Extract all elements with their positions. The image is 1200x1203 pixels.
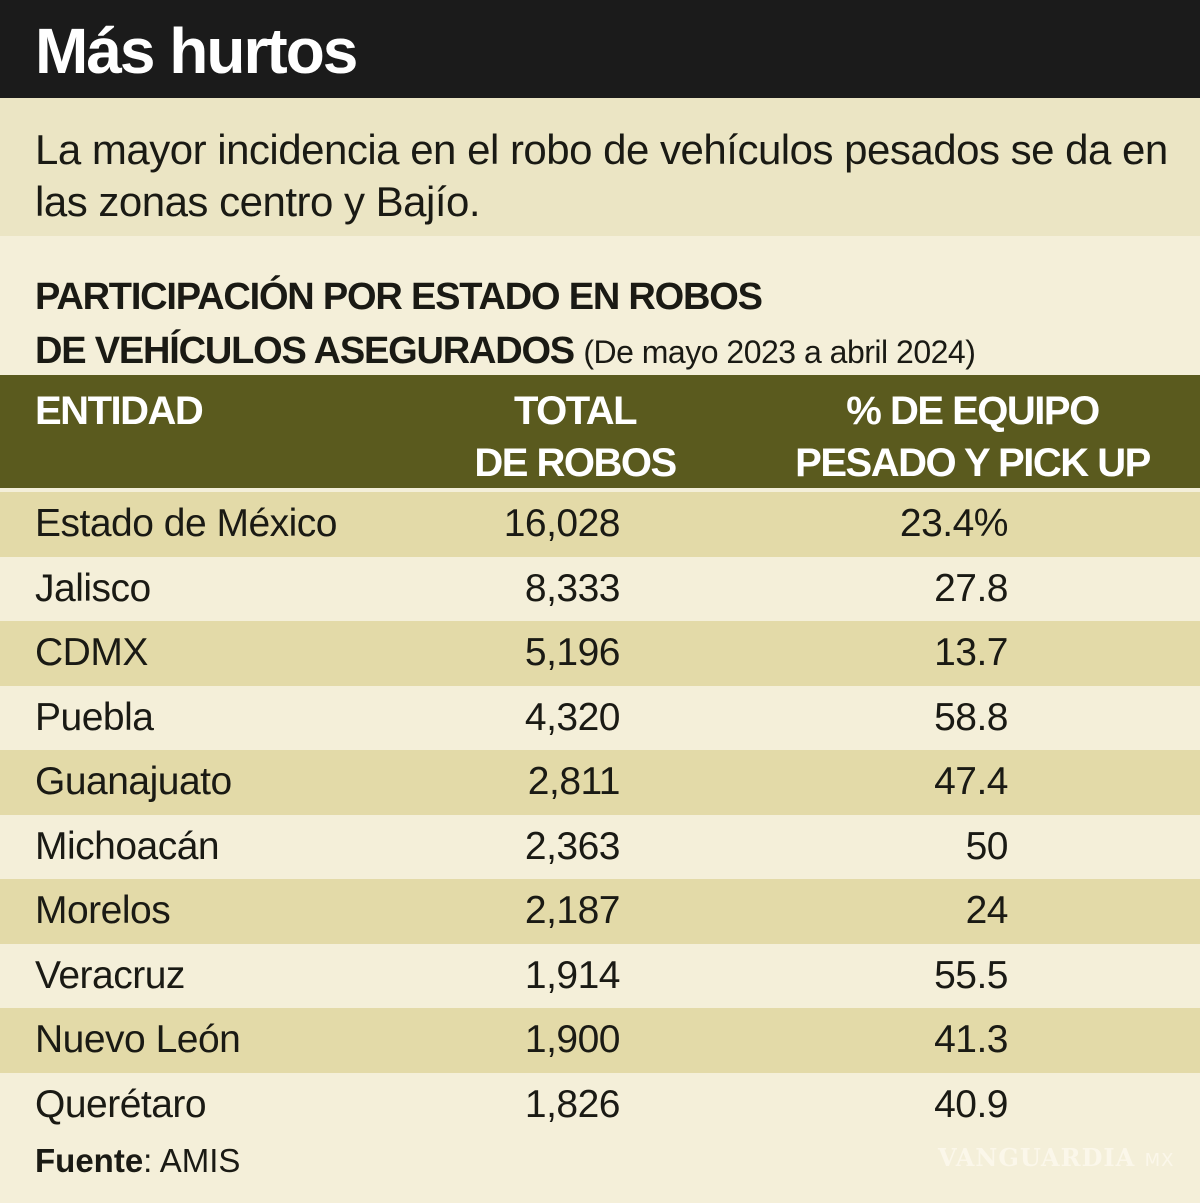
table-row: Morelos 2,187 24 bbox=[0, 879, 1200, 944]
cell-entidad: Morelos bbox=[35, 889, 171, 932]
table-row: Veracruz 1,914 55.5 bbox=[0, 944, 1200, 1009]
cell-total: 5,196 bbox=[524, 631, 621, 674]
subtitle-band: La mayor incidencia en el robo de vehícu… bbox=[0, 98, 1200, 236]
cell-pct: 13.7 bbox=[934, 631, 1008, 674]
source: Fuente: AMIS bbox=[35, 1142, 240, 1180]
page-title: Más hurtos bbox=[35, 15, 358, 87]
cell-entidad: Veracruz bbox=[35, 953, 185, 997]
source-value: : AMIS bbox=[143, 1142, 241, 1179]
source-label: Fuente bbox=[35, 1142, 144, 1179]
table-body: Estado de México 16,028 23.4% Jalisco 8,333 2… bbox=[0, 492, 1200, 1137]
table-range: (De mayo 2023 a abril 2024) bbox=[583, 334, 976, 370]
table-row: CDMX 5,196 13.7 bbox=[0, 621, 1200, 686]
header-pct-line1: % DE EQUIPO bbox=[846, 389, 1100, 433]
table-row: Guanajuato 2,811 47.4 bbox=[0, 750, 1200, 815]
cell-entidad: Guanajuato bbox=[35, 760, 232, 803]
cell-pct: 40.9 bbox=[934, 1082, 1008, 1126]
cell-total: 2,811 bbox=[527, 760, 621, 803]
cell-pct: 24 bbox=[965, 889, 1009, 932]
cell-entidad: Jalisco bbox=[35, 566, 151, 610]
cell-total: 16,028 bbox=[503, 502, 621, 545]
watermark-logo: VANGUARDIA MX bbox=[938, 1143, 1175, 1172]
table-row: Michoacán 2,363 50 bbox=[0, 815, 1200, 880]
table-row: Puebla 4,320 58.8 bbox=[0, 686, 1200, 751]
header-pct-line2: PESADO Y PICK UP bbox=[795, 441, 1151, 485]
table-row: Estado de México 16,028 23.4% bbox=[0, 492, 1200, 557]
title-bar: Más hurtos bbox=[0, 0, 1200, 98]
cell-entidad: Querétaro bbox=[35, 1082, 207, 1126]
table-title: PARTICIPACIÓN POR ESTADO EN ROBOS DE VEH… bbox=[35, 270, 976, 379]
subtitle: La mayor incidencia en el robo de vehícu… bbox=[35, 126, 1168, 225]
cell-pct: 58.8 bbox=[934, 695, 1008, 739]
header-total: TOTAL DE ROBOS bbox=[440, 385, 710, 489]
cell-total: 2,187 bbox=[524, 889, 621, 932]
table-title-line2: DE VEHÍCULOS ASEGURADOS bbox=[35, 330, 575, 372]
cell-total: 1,900 bbox=[524, 1018, 621, 1061]
cell-entidad: Michoacán bbox=[35, 824, 220, 868]
cell-pct: 23.4% bbox=[899, 502, 1009, 545]
header-total-line2: DE ROBOS bbox=[474, 441, 677, 485]
cell-entidad: Nuevo León bbox=[35, 1018, 241, 1061]
cell-total: 1,914 bbox=[524, 953, 621, 997]
cell-total: 2,363 bbox=[524, 824, 621, 868]
header-total-line1: TOTAL bbox=[513, 389, 638, 433]
cell-pct: 41.3 bbox=[934, 1018, 1008, 1061]
cell-pct: 55.5 bbox=[934, 953, 1008, 997]
cell-entidad: Estado de México bbox=[35, 502, 338, 545]
cell-pct: 50 bbox=[965, 824, 1009, 868]
cell-entidad: Puebla bbox=[35, 695, 154, 739]
cell-total: 8,333 bbox=[524, 566, 621, 610]
cell-entidad: CDMX bbox=[35, 631, 148, 674]
cell-total: 4,320 bbox=[524, 695, 621, 739]
table-title-line1: PARTICIPACIÓN POR ESTADO EN ROBOS bbox=[35, 276, 763, 318]
table-header: ENTIDAD TOTAL DE ROBOS % DE EQUIPO PESADO … bbox=[0, 375, 1200, 488]
table-row: Nuevo León 1,900 41.3 bbox=[0, 1008, 1200, 1073]
cell-pct: 27.8 bbox=[934, 566, 1008, 610]
header-entidad: ENTIDAD bbox=[35, 389, 204, 433]
cell-total: 1,826 bbox=[524, 1082, 621, 1126]
table-row: Jalisco 8,333 27.8 bbox=[0, 557, 1200, 622]
cell-pct: 47.4 bbox=[934, 760, 1008, 803]
table-row: Querétaro 1,826 40.9 bbox=[0, 1073, 1200, 1138]
header-pct: % DE EQUIPO PESADO Y PICK UP bbox=[760, 385, 1185, 489]
